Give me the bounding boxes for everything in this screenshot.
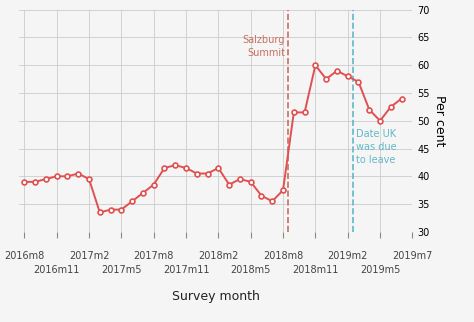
Text: 2018m11: 2018m11 [292,265,338,275]
Text: 2019m7: 2019m7 [392,251,433,261]
Y-axis label: Per cent: Per cent [433,95,447,147]
Text: 2018m2: 2018m2 [198,251,238,261]
Text: 2019m5: 2019m5 [360,265,400,275]
Text: 2016m8: 2016m8 [4,251,45,261]
Text: 2017m11: 2017m11 [163,265,210,275]
Text: 2016m11: 2016m11 [34,265,80,275]
Text: 2017m2: 2017m2 [69,251,109,261]
Text: 2018m5: 2018m5 [230,265,271,275]
Text: Survey month: Survey month [172,290,260,303]
Text: Date UK
was due
to leave: Date UK was due to leave [356,129,397,166]
Text: Salzburg
Summit: Salzburg Summit [243,35,285,58]
Text: 2017m5: 2017m5 [101,265,142,275]
Text: 2017m8: 2017m8 [134,251,174,261]
Text: 2018m8: 2018m8 [263,251,303,261]
Text: 2019m2: 2019m2 [328,251,368,261]
